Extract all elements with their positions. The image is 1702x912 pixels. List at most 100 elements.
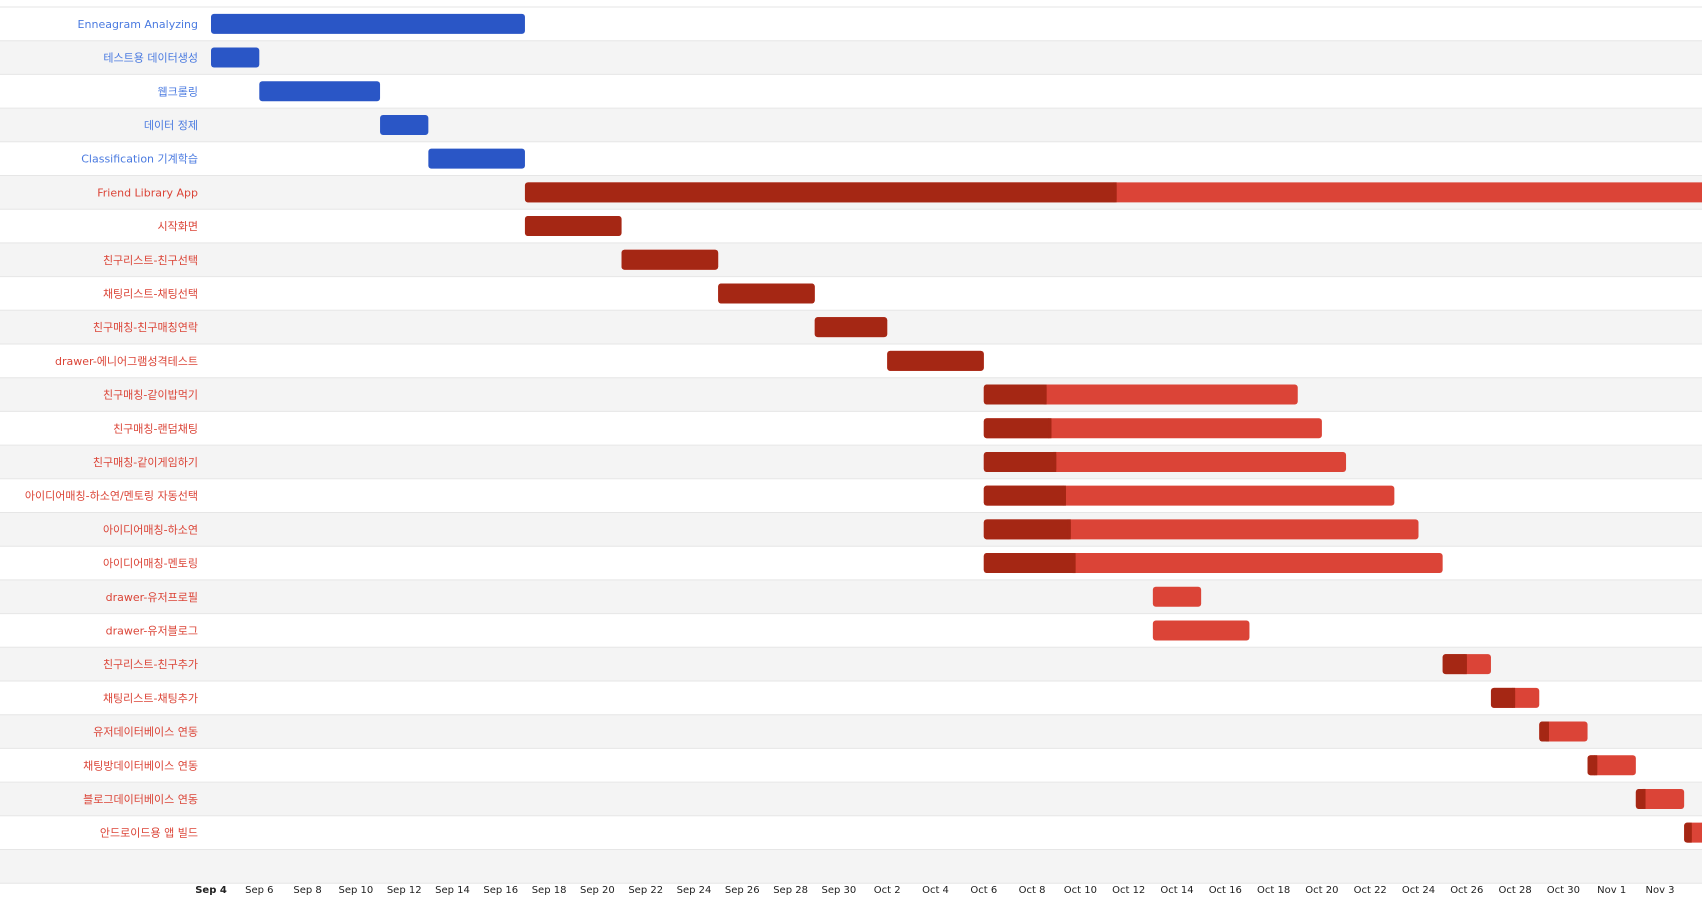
- row-background: [0, 40, 1702, 75]
- row-background: [0, 377, 1702, 412]
- row-background: [0, 209, 1702, 243]
- row-backgrounds: [0, 6, 1702, 884]
- task-label: Friend Library App: [97, 186, 198, 199]
- row-background: [0, 613, 1702, 648]
- x-tick-label: Sep 18: [532, 885, 567, 896]
- row-background: [0, 141, 1702, 176]
- task-progress-bar: [621, 249, 719, 270]
- task-progress-bar: [983, 451, 1057, 472]
- task-label: 친구리스트-친구선택: [103, 254, 198, 267]
- task-bar[interactable]: [983, 384, 1298, 405]
- x-tick-label: Sep 10: [339, 885, 374, 896]
- task-bar[interactable]: [1587, 755, 1636, 776]
- task-bar[interactable]: [1152, 620, 1250, 641]
- x-tick-label: Oct 12: [1112, 885, 1145, 896]
- task-progress-edge: [1463, 654, 1467, 675]
- x-tick-label: Oct 30: [1547, 885, 1580, 896]
- task-label: Enneagram Analyzing: [78, 18, 198, 31]
- row-background: [0, 546, 1702, 580]
- x-tick-label: Oct 26: [1450, 885, 1483, 896]
- task-bar[interactable]: [259, 81, 381, 102]
- row-background: [0, 815, 1702, 850]
- row-background: [0, 108, 1702, 142]
- row-background: [0, 647, 1702, 681]
- x-tick-label: Oct 28: [1498, 885, 1531, 896]
- task-progress-edge: [1594, 755, 1598, 776]
- task-label: 웹크롤링: [158, 85, 198, 98]
- task-progress-edge: [1688, 822, 1692, 843]
- task-progress-bar: [814, 317, 888, 338]
- task-bars: [211, 13, 1702, 843]
- task-bar[interactable]: [983, 553, 1443, 574]
- task-label: 유저데이터베이스 연동: [93, 726, 198, 739]
- task-label: 아이디어매칭-하소연/멘토링 자동선택: [25, 489, 198, 503]
- x-tick-label: Oct 18: [1257, 885, 1290, 896]
- row-background: [0, 411, 1702, 446]
- x-tick-label: Oct 20: [1305, 885, 1338, 896]
- task-label: drawer-유저프로필: [106, 591, 198, 604]
- task-bar[interactable]: [211, 47, 260, 68]
- task-label: 데이터 정제: [144, 119, 198, 132]
- task-progress-bar: [524, 216, 622, 237]
- row-background: [0, 74, 1702, 109]
- x-tick-label: Oct 6: [970, 885, 997, 896]
- task-label: 채팅방데이터베이스 연동: [83, 759, 198, 772]
- task-label: drawer-에니어그램성격테스트: [55, 355, 198, 368]
- x-tick-label: Nov 3: [1645, 885, 1674, 896]
- row-background: [0, 344, 1702, 378]
- task-progress-edge: [1043, 384, 1047, 405]
- x-tick-label: Sep 26: [725, 885, 760, 896]
- x-tick-label: Sep 20: [580, 885, 615, 896]
- x-tick-label: Sep 14: [435, 885, 470, 896]
- task-bar[interactable]: [1635, 788, 1685, 809]
- row-background: [0, 579, 1702, 614]
- x-tick-label: Oct 10: [1064, 885, 1097, 896]
- task-label: 친구매칭-친구매칭연락: [93, 321, 198, 334]
- task-progress-bar: [887, 350, 984, 371]
- task-bar[interactable]: [428, 148, 525, 169]
- task-bar[interactable]: [983, 418, 1322, 439]
- x-tick-label: Oct 16: [1209, 885, 1242, 896]
- task-progress-bar: [718, 283, 815, 304]
- task-bar[interactable]: [1539, 721, 1588, 742]
- task-bar[interactable]: [983, 485, 1395, 506]
- task-label: 안드로이드용 앱 빌드: [100, 827, 198, 840]
- task-progress-bar: [983, 519, 1071, 540]
- task-label: 시작화면: [158, 220, 198, 233]
- task-bar[interactable]: [1152, 586, 1202, 607]
- task-label: 친구매칭-랜덤채팅: [113, 422, 198, 435]
- task-progress-edge: [1642, 788, 1646, 809]
- x-axis-ticks: Sep 4 Sep 6 Sep 8 Sep 10 Sep 12 Sep 14 Sep 16 S…: [195, 885, 1674, 896]
- task-progress-edge: [1048, 418, 1052, 439]
- task-label: 채팅리스트-채팅선택: [103, 287, 198, 300]
- x-tick-label: Sep 24: [677, 885, 712, 896]
- task-label: 아이디어매칭-하소연: [103, 522, 198, 536]
- task-label: 친구리스트-친구추가: [103, 658, 198, 671]
- task-bar[interactable]: [211, 13, 525, 34]
- row-background: [0, 714, 1702, 749]
- row-background: [0, 748, 1702, 783]
- row-background: [0, 512, 1702, 547]
- task-label: 테스트용 데이터생성: [103, 52, 198, 65]
- x-tick-label: Oct 4: [922, 885, 949, 896]
- task-label: 친구매칭-같이밥먹기: [103, 389, 198, 402]
- task-bar[interactable]: [983, 451, 1347, 472]
- task-progress-edge: [1062, 485, 1066, 506]
- x-tick-label: Sep 12: [387, 885, 422, 896]
- task-progress-edge: [1545, 721, 1549, 742]
- task-label: 채팅리스트-채팅추가: [103, 692, 198, 705]
- task-bar[interactable]: [380, 114, 429, 135]
- row-background: [0, 681, 1702, 715]
- task-label: 블로그데이터베이스 연동: [83, 793, 198, 806]
- task-progress-bar: [983, 485, 1066, 506]
- task-progress-bar: [983, 418, 1052, 439]
- x-tick-label: Sep 8: [293, 885, 321, 896]
- task-progress-bar: [983, 553, 1076, 574]
- task-bar[interactable]: [983, 519, 1419, 540]
- x-tick-label: Nov 1: [1597, 885, 1626, 896]
- x-tick-label: Sep 22: [628, 885, 663, 896]
- task-progress-edge: [1113, 182, 1117, 203]
- row-background: [0, 276, 1702, 311]
- x-tick-label: Sep 16: [483, 885, 518, 896]
- x-tick-label: Oct 22: [1354, 885, 1387, 896]
